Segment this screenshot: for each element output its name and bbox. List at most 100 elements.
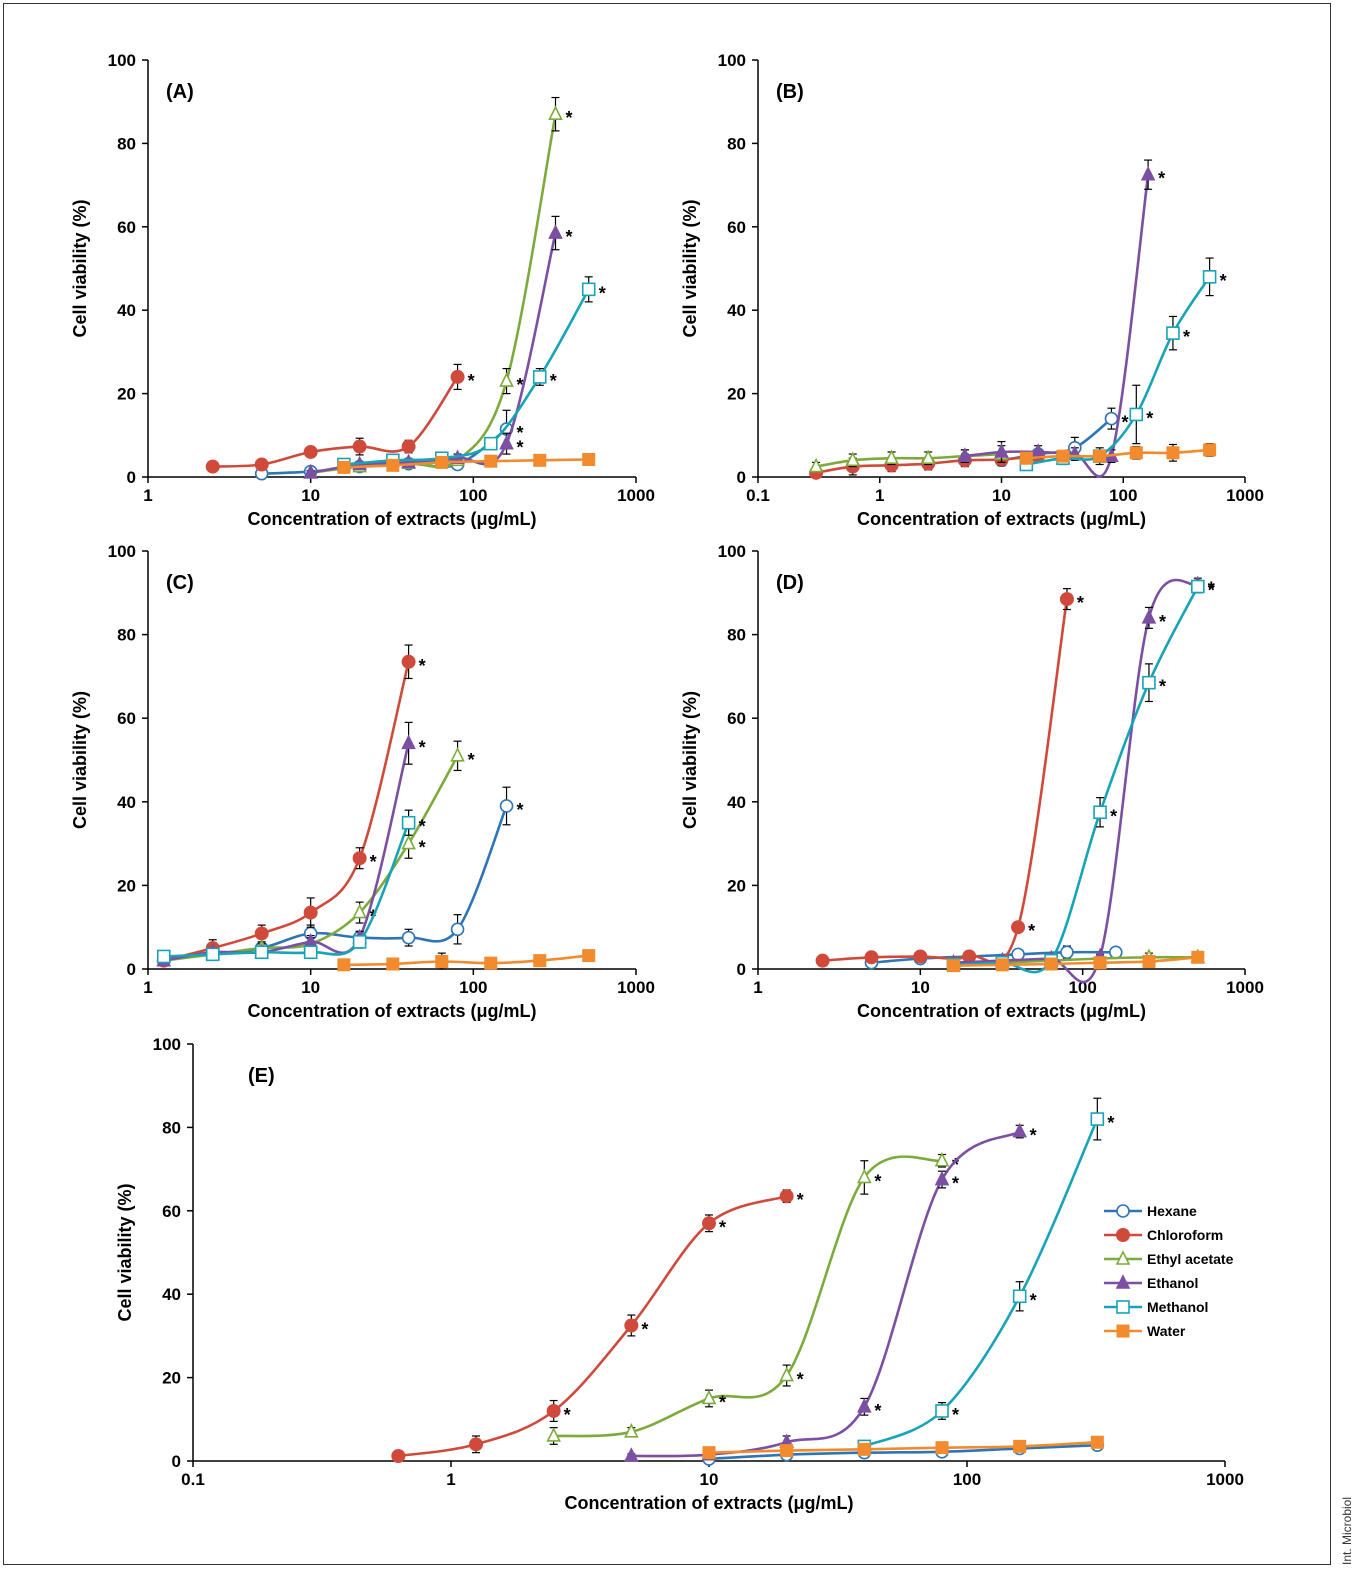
data-point [1059, 592, 1074, 607]
legend-label: Methanol [1147, 1299, 1208, 1315]
significance-asterisk: * [419, 817, 426, 837]
x-tick-label: 100 [459, 978, 487, 997]
data-point [1093, 805, 1107, 820]
y-tick-label: 80 [727, 626, 746, 645]
y-tick-label: 60 [727, 709, 746, 728]
series-water [1019, 443, 1217, 465]
data-point [935, 1441, 949, 1455]
significance-asterisk: * [1146, 408, 1153, 428]
series-line [708, 1440, 1098, 1454]
x-tick-label: 1 [446, 1470, 455, 1489]
data-point [401, 815, 416, 830]
series-methanol: * * * [1019, 257, 1227, 472]
data-point [815, 953, 830, 968]
y-tick-label: 100 [718, 51, 746, 70]
series-line [822, 598, 1069, 964]
data-point [994, 443, 1009, 458]
series-line [553, 1155, 943, 1438]
y-tick-label: 0 [172, 1452, 181, 1471]
data-point [435, 954, 449, 968]
y-tick-label: 100 [108, 51, 136, 70]
x-tick-label: 100 [953, 1470, 981, 1489]
data-point [934, 1151, 950, 1167]
x-tick-label: 0.1 [746, 486, 770, 505]
significance-asterisk: * [1220, 271, 1227, 291]
significance-asterisk: * [1208, 581, 1215, 601]
significance-asterisk: * [797, 1190, 804, 1210]
significance-asterisk: * [1208, 578, 1215, 598]
significance-asterisk: * [952, 1405, 959, 1425]
data-point [532, 370, 547, 384]
significance-asterisk: * [1030, 1126, 1037, 1146]
series-line [953, 578, 1199, 984]
data-point [864, 950, 879, 965]
data-point [533, 453, 547, 467]
data-point [499, 434, 514, 450]
data-point [624, 1423, 639, 1438]
y-tick-label: 40 [727, 793, 746, 812]
y-tick-label: 0 [737, 468, 746, 487]
series-water [702, 1435, 1104, 1460]
significance-asterisk: * [419, 737, 426, 757]
data-point [546, 1403, 561, 1418]
series-ethanol: * * * [624, 1122, 1037, 1462]
data-point [702, 1446, 716, 1460]
y-tick-label: 0 [127, 468, 136, 487]
y-tick-label: 80 [117, 626, 136, 645]
legend-item-ethyl-acetate: Ethyl acetate [1104, 1250, 1234, 1267]
legend-label: Chloroform [1147, 1227, 1223, 1243]
y-tick-label: 20 [117, 385, 136, 404]
panel-e: 0 20 40 60 80 100 0.1 1 10 100 1000 Concentration o… [115, 1035, 1244, 1513]
data-point [957, 447, 973, 462]
data-point [1191, 579, 1205, 594]
panel-label: (B) [776, 81, 804, 103]
data-point [401, 834, 416, 850]
x-tick-label: 10 [992, 486, 1011, 505]
significance-asterisk: * [1028, 921, 1035, 941]
data-point [386, 458, 400, 472]
data-point [254, 457, 269, 472]
legend-marker [1116, 1228, 1130, 1242]
y-tick-label: 60 [727, 218, 746, 237]
data-point [808, 457, 824, 473]
data-point [1090, 1112, 1105, 1126]
data-point [450, 922, 465, 937]
series-chloroform: ** [156, 644, 426, 968]
data-point [499, 372, 514, 387]
x-tick-label: 10 [700, 1470, 719, 1489]
y-tick-label: 0 [127, 960, 136, 979]
data-point [1129, 407, 1144, 422]
data-point [352, 851, 367, 866]
series-chloroform: ** [815, 588, 1084, 968]
significance-asterisk: * [419, 656, 426, 676]
data-point [995, 958, 1009, 972]
y-tick-label: 0 [737, 960, 746, 979]
data-point [401, 734, 416, 750]
y-tick-label: 60 [117, 218, 136, 237]
legend-label: Water [1147, 1323, 1186, 1339]
data-point [1142, 954, 1156, 968]
significance-asterisk: * [952, 1155, 959, 1175]
data-point [1166, 446, 1180, 460]
data-point [401, 930, 416, 945]
significance-asterisk: * [874, 1401, 881, 1421]
significance-asterisk: * [874, 1171, 881, 1191]
series-line [1026, 448, 1210, 460]
data-point [352, 903, 367, 919]
series-line [398, 1194, 788, 1458]
series-ethanol: ** [946, 575, 1215, 984]
y-tick-label: 20 [117, 876, 136, 895]
x-tick-label: 1000 [1226, 978, 1264, 997]
data-point [1109, 945, 1123, 960]
data-point [401, 654, 416, 669]
data-point [352, 439, 367, 454]
panel-label: (A) [166, 81, 194, 103]
significance-asterisk: * [1159, 677, 1166, 697]
data-point [934, 1170, 950, 1186]
x-axis-title: Concentration of extracts (μg/mL) [564, 1493, 853, 1513]
data-point [1012, 1122, 1027, 1138]
x-tick-label: 1 [753, 978, 762, 997]
series-line [343, 954, 589, 967]
data-point [450, 369, 465, 384]
